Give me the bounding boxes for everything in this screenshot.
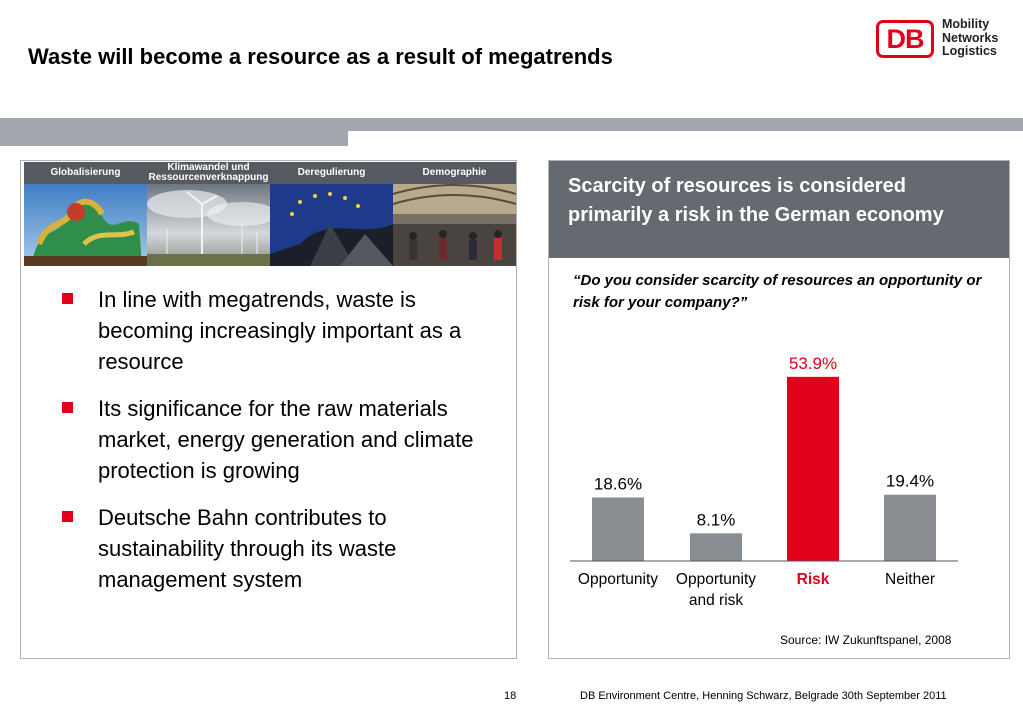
page-number: 18 <box>504 690 517 702</box>
bullet-text: Its significance for the raw materials m… <box>98 396 474 483</box>
demographics-image <box>393 184 516 266</box>
bullet-item: Deutsche Bahn contributes to sustainabil… <box>62 502 502 595</box>
survey-question: “Do you consider scarcity of resources a… <box>573 272 982 311</box>
chart-source: Source: IW Zukunftspanel, 2008 <box>780 633 952 647</box>
category-label: Opportunity <box>578 571 658 588</box>
bar-chart: 18.6% Opportunity 8.1% Opportunity and risk 5… <box>570 354 958 609</box>
right-panel-heading: Scarcity of resources is considered prim… <box>568 175 944 226</box>
bullet-square-icon <box>62 402 73 413</box>
bar <box>884 494 936 561</box>
megatrend-image-strip: Globalisierung Klimawandel und Ressource… <box>24 162 516 266</box>
data-label: 8.1% <box>697 510 736 529</box>
bar <box>592 497 644 561</box>
bullet-square-icon <box>62 511 73 522</box>
footer-text: DB Environment Centre, Henning Schwarz, … <box>580 690 947 702</box>
bar <box>787 376 839 561</box>
data-label: 18.6% <box>594 474 642 493</box>
bullet-text: Deutsche Bahn contributes to sustainabil… <box>98 505 397 592</box>
logo-line: Networks <box>942 30 999 45</box>
page-title: Waste will become a resource as a result… <box>28 44 613 69</box>
climate-change-image <box>147 184 270 266</box>
right-panel-header <box>549 161 1009 258</box>
category-label: Neither <box>885 571 935 588</box>
bullet-text: In line with megatrends, waste is becomi… <box>98 287 462 374</box>
data-label: 19.4% <box>886 472 934 491</box>
data-label: 53.9% <box>789 354 837 373</box>
db-logo-mark: DB <box>876 20 934 58</box>
category-label: Risk <box>797 571 830 588</box>
bar <box>690 533 742 561</box>
globalisation-image <box>24 184 147 266</box>
megatrend-label: Globalisierung <box>24 162 147 184</box>
category-label: Opportunity <box>676 571 756 588</box>
left-panel <box>20 160 517 659</box>
header-stripe-tab <box>0 118 348 146</box>
db-logo: DB Mobility Networks Logistics <box>876 17 1016 62</box>
bullet-item: Its significance for the raw materials m… <box>62 393 502 486</box>
deregulation-image <box>270 184 393 266</box>
megatrend-label: Demographie <box>393 162 516 184</box>
bullet-square-icon <box>62 293 73 304</box>
bullet-list: In line with megatrends, waste is becomi… <box>62 284 502 611</box>
logo-line: Mobility <box>942 17 990 31</box>
bullet-item: In line with megatrends, waste is becomi… <box>62 284 502 377</box>
megatrend-label: Deregulierung <box>270 162 393 184</box>
category-label: and risk <box>689 592 744 609</box>
megatrend-label: Klimawandel und Ressourcenverknappung <box>147 162 270 184</box>
right-panel <box>548 160 1010 659</box>
db-logo-tagline: Mobility Networks Logistics <box>942 17 999 59</box>
logo-line: Logistics <box>942 44 997 58</box>
